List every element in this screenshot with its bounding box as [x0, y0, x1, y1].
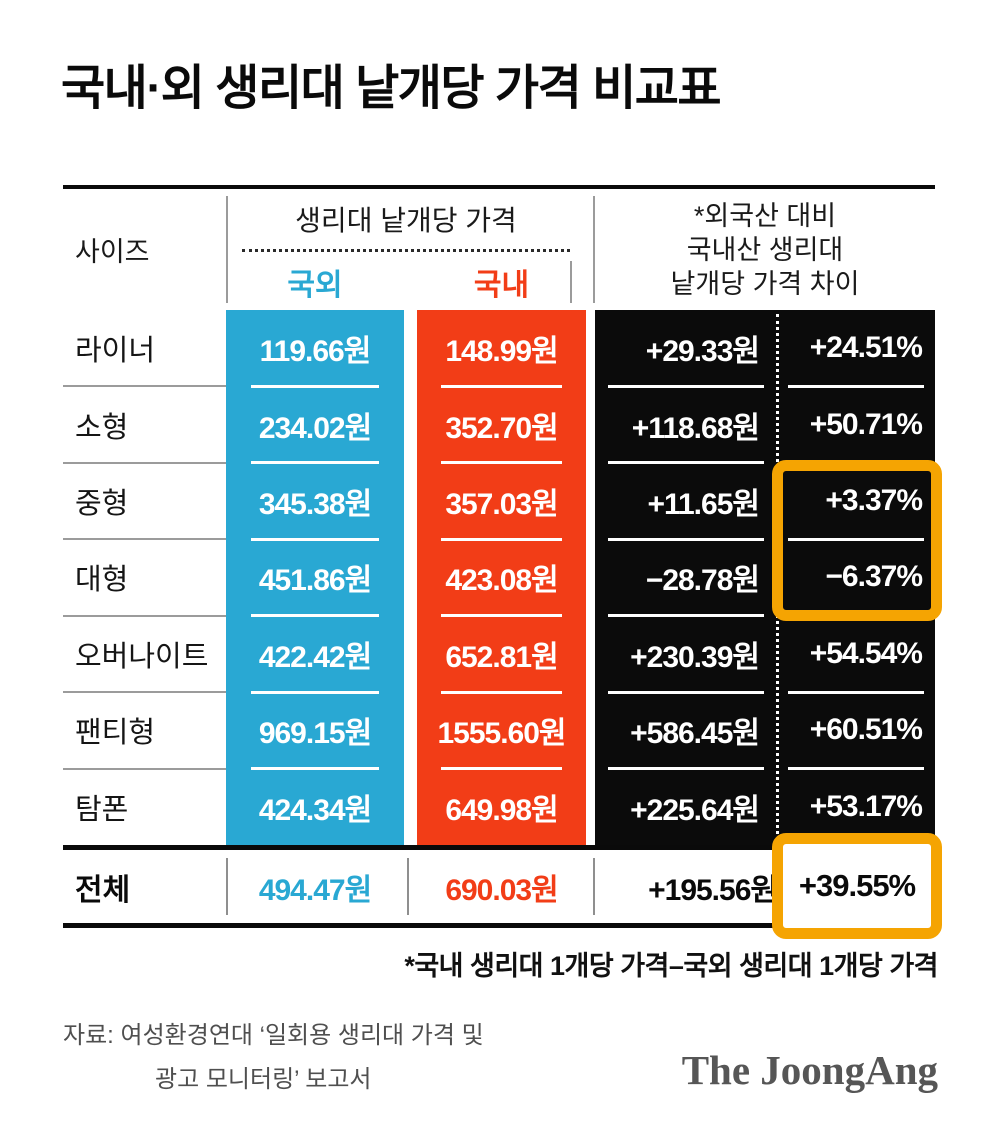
size-label: 팬티형 — [63, 691, 228, 768]
foreign-price: 119.66원 — [259, 335, 372, 369]
total-diff-pct: +39.55% — [798, 868, 916, 903]
header-divider-right — [593, 196, 595, 303]
diff-won: +29.33원 — [645, 335, 760, 369]
domestic-price: 423.08원 — [417, 537, 586, 615]
header-divider-left — [226, 196, 228, 303]
diff-won: +11.65원 — [595, 461, 777, 539]
domestic-price: 1555.60원 — [417, 690, 586, 768]
size-label: 대형 — [63, 538, 228, 615]
diff-header-line1: *외국산 대비 — [693, 201, 837, 231]
size-label: 소형 — [63, 385, 228, 462]
size-label: 탐폰 — [63, 767, 228, 845]
diff-pct: +50.71% — [777, 384, 935, 462]
diff-pct: +24.51% — [809, 331, 923, 365]
source-line1: 자료: 여성환경연대 ‘일회용 생리대 가격 및 — [63, 1022, 484, 1049]
diff-pct: +53.17% — [777, 767, 935, 845]
size-label: 중형 — [63, 461, 228, 539]
diff-pct: −6.37% — [777, 537, 935, 615]
domestic-price: 652.81원 — [417, 614, 586, 692]
total-domestic-price: 690.03원 — [445, 873, 558, 907]
difference-block: +29.33원 +118.68원 +11.65원 −28.78원 +230.39… — [595, 310, 935, 845]
domestic-price: 357.03원 — [417, 461, 586, 539]
footnote: *국내 생리대 1개당 가격–국외 생리대 1개당 가격 — [404, 951, 938, 981]
domestic-price: 649.98원 — [417, 767, 586, 845]
source-credit: 자료: 여성환경연대 ‘일회용 생리대 가격 및 광고 모니터링’ 보고서 — [63, 1014, 484, 1102]
total-row: 전체 494.47원 690.03원 +195.56원 — [63, 850, 935, 923]
source-line2: 광고 모니터링’ 보고서 — [155, 1066, 372, 1093]
diff-header-line2: 국내산 생리대 — [686, 235, 844, 265]
total-row-top-border — [63, 845, 935, 850]
size-column: 라이너 소형 중형 대형 오버나이트 팬티형 탐폰 — [63, 310, 228, 845]
total-label: 전체 — [75, 873, 131, 907]
joongang-logo: The JoongAng — [681, 1047, 938, 1093]
size-label: 라이너 — [75, 335, 156, 368]
total-divider — [593, 858, 595, 915]
header-dotted-line — [242, 249, 570, 252]
col-header-domestic: 국내 — [473, 269, 530, 302]
subheader-divider — [570, 261, 572, 303]
diff-pct: +60.51% — [777, 690, 935, 768]
total-divider — [226, 858, 228, 915]
col-header-foreign: 국외 — [287, 269, 343, 302]
col-header-size: 사이즈 — [75, 237, 150, 267]
total-divider — [407, 858, 409, 915]
foreign-price-column: 119.66원 234.02원 345.38원 451.86원 422.42원 … — [226, 310, 404, 845]
diff-won: −28.78원 — [595, 537, 777, 615]
domestic-price: 148.99원 — [445, 335, 558, 369]
col-header-price-group: 생리대 낱개당 가격 — [295, 205, 517, 236]
diff-pct-column: +24.51% +50.71% +3.37% −6.37% +54.54% +6… — [777, 310, 935, 845]
foreign-price: 234.02원 — [226, 384, 404, 462]
table-header: 사이즈 생리대 낱개당 가격 국외 국내 *외국산 대비 국내산 생리대 낱개당… — [63, 189, 935, 310]
diff-won: +225.64원 — [595, 767, 777, 845]
foreign-price: 969.15원 — [226, 690, 404, 768]
price-comparison-table: 사이즈 생리대 낱개당 가격 국외 국내 *외국산 대비 국내산 생리대 낱개당… — [63, 185, 942, 939]
foreign-price: 345.38원 — [226, 461, 404, 539]
total-diff-won: +195.56원 — [648, 873, 778, 907]
table-body: 라이너 소형 중형 대형 오버나이트 팬티형 탐폰 119.66원 234.02… — [63, 310, 935, 845]
domestic-price: 352.70원 — [417, 384, 586, 462]
diff-won-column: +29.33원 +118.68원 +11.65원 −28.78원 +230.39… — [595, 310, 777, 845]
foreign-price: 424.34원 — [226, 767, 404, 845]
diff-won: +586.45원 — [595, 690, 777, 768]
diff-won: +118.68원 — [595, 384, 777, 462]
diff-header-line3: 낱개당 가격 차이 — [670, 269, 860, 299]
foreign-price: 451.86원 — [226, 537, 404, 615]
diff-won: +230.39원 — [595, 614, 777, 692]
highlight-box-total: +39.55% — [772, 833, 942, 939]
highlight-box-mid-rows — [772, 460, 942, 621]
page-title: 국내·외 생리대 낱개당 가격 비교표 — [61, 62, 722, 115]
table-bottom-border — [63, 923, 935, 928]
total-foreign-price: 494.47원 — [258, 873, 372, 907]
foreign-price: 422.42원 — [226, 614, 404, 692]
table-top-border — [63, 185, 935, 189]
domestic-price-column: 148.99원 352.70원 357.03원 423.08원 652.81원 … — [417, 310, 586, 845]
price-group-header: 생리대 낱개당 가격 국외 국내 — [226, 189, 586, 310]
diff-pct: +54.54% — [777, 614, 935, 692]
col-header-diff: *외국산 대비 국내산 생리대 낱개당 가격 차이 — [595, 199, 935, 301]
size-label: 오버나이트 — [63, 614, 228, 692]
